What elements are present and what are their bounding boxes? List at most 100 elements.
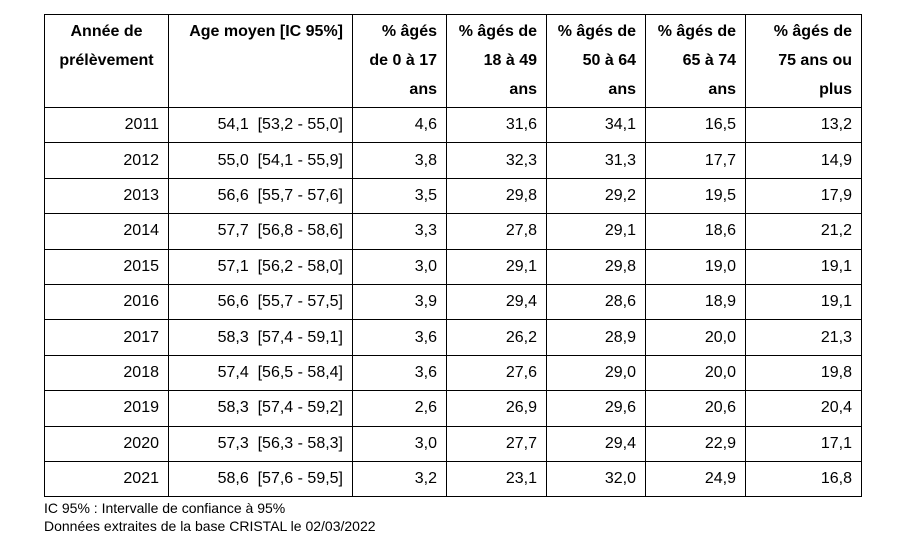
column-header: % âgés de 18 à 49 ans: [446, 14, 547, 108]
table-cell: 29,8: [546, 248, 646, 285]
table-cell: 27,8: [446, 213, 547, 250]
table-cell: 28,6: [546, 283, 646, 321]
table-cell: 2012: [44, 142, 169, 179]
table-row: 2017 58,3 [57,4 - 59,1] 3,6 26,2 28,9 20,0 21,…: [44, 319, 862, 356]
table-cell: 20,0: [645, 354, 746, 392]
table-cell: 19,0: [645, 248, 746, 285]
table-cell: 57,1 [56,2 - 58,0]: [168, 248, 353, 285]
table-cell: 3,3: [352, 213, 447, 250]
table-cell: 58,3 [57,4 - 59,2]: [168, 390, 353, 427]
table-cell: 20,0: [645, 319, 746, 356]
column-header: % âgés de 75 ans ou plus: [745, 14, 862, 108]
table-cell: 21,3: [745, 319, 862, 356]
table-cell: 31,6: [446, 106, 547, 144]
table-cell: 28,9: [546, 319, 646, 356]
table-cell: 57,4 [56,5 - 58,4]: [168, 354, 353, 392]
footnote: Données extraites de la base CRISTAL le …: [44, 518, 376, 534]
table-cell: 29,0: [546, 354, 646, 392]
table-cell: 22,9: [645, 425, 746, 462]
table-cell: 58,3 [57,4 - 59,1]: [168, 319, 353, 356]
table-cell: 32,0: [546, 460, 646, 498]
footnote: IC 95% : Intervalle de confiance à 95%: [44, 500, 286, 516]
table-cell: 55,0 [54,1 - 55,9]: [168, 142, 353, 179]
table-cell: 2020: [44, 425, 169, 462]
table-row: 2013 56,6 [55,7 - 57,6] 3,5 29,8 29,2 19,5 17,…: [44, 177, 862, 215]
table-cell: 18,9: [645, 283, 746, 321]
table-cell: 29,4: [546, 425, 646, 462]
table-cell: 2018: [44, 354, 169, 392]
table-cell: 26,9: [446, 390, 547, 427]
column-header: Année de prélèvement: [44, 14, 169, 108]
table-cell: 2019: [44, 390, 169, 427]
table-cell: 29,1: [546, 213, 646, 250]
table-cell: 2,6: [352, 390, 447, 427]
column-header: % âgés de 50 à 64 ans: [546, 14, 646, 108]
table-row: 2019 58,3 [57,4 - 59,2] 2,6 26,9 29,6 20,6 20,…: [44, 390, 862, 427]
column-header: Age moyen [IC 95%]: [168, 14, 353, 108]
table-cell: 56,6 [55,7 - 57,5]: [168, 283, 353, 321]
table-cell: 29,4: [446, 283, 547, 321]
table-cell: 2014: [44, 213, 169, 250]
table-cell: 13,2: [745, 106, 862, 144]
table-cell: 3,0: [352, 248, 447, 285]
table-cell: 2017: [44, 319, 169, 356]
table-cell: 20,6: [645, 390, 746, 427]
table-cell: 27,6: [446, 354, 547, 392]
table-cell: 17,9: [745, 177, 862, 215]
table-cell: 3,0: [352, 425, 447, 462]
table-cell: 2021: [44, 460, 169, 498]
table-cell: 29,2: [546, 177, 646, 215]
table-cell: 2011: [44, 106, 169, 144]
table-row: 2015 57,1 [56,2 - 58,0] 3,0 29,1 29,8 19,0 19,…: [44, 248, 862, 285]
table-cell: 19,8: [745, 354, 862, 392]
table-cell: 34,1: [546, 106, 646, 144]
header-row: Année de prélèvement Age moyen [IC 95%]% …: [44, 14, 862, 108]
table-cell: 16,8: [745, 460, 862, 498]
table-cell: 3,5: [352, 177, 447, 215]
table-row: 2014 57,7 [56,8 - 58,6] 3,3 27,8 29,1 18,6 21,…: [44, 213, 862, 250]
table-wrap: Année de prélèvement Age moyen [IC 95%]% …: [44, 14, 862, 498]
table-cell: 20,4: [745, 390, 862, 427]
table-cell: 54,1 [53,2 - 55,0]: [168, 106, 353, 144]
table-cell: 58,6 [57,6 - 59,5]: [168, 460, 353, 498]
table-cell: 31,3: [546, 142, 646, 179]
table-cell: 26,2: [446, 319, 547, 356]
table-row: 2021 58,6 [57,6 - 59,5] 3,2 23,1 32,0 24,9 16,…: [44, 460, 862, 498]
table-cell: 17,1: [745, 425, 862, 462]
table-cell: 19,1: [745, 248, 862, 285]
data-table: Année de prélèvement Age moyen [IC 95%]% …: [44, 14, 862, 498]
footnotes: IC 95% : Intervalle de confiance à 95% Do…: [44, 499, 376, 535]
table-cell: 17,7: [645, 142, 746, 179]
table-cell: 3,8: [352, 142, 447, 179]
table-cell: 29,6: [546, 390, 646, 427]
table-row: 2018 57,4 [56,5 - 58,4] 3,6 27,6 29,0 20,0 19,…: [44, 354, 862, 392]
table-cell: 21,2: [745, 213, 862, 250]
table-cell: 56,6 [55,7 - 57,6]: [168, 177, 353, 215]
table-cell: 29,8: [446, 177, 547, 215]
table-row: 2011 54,1 [53,2 - 55,0] 4,6 31,6 34,1 16,5 13,…: [44, 106, 862, 144]
table-cell: 57,7 [56,8 - 58,6]: [168, 213, 353, 250]
table-row: 2020 57,3 [56,3 - 58,3] 3,0 27,7 29,4 22,9 17,…: [44, 425, 862, 462]
table-cell: 24,9: [645, 460, 746, 498]
table-cell: 14,9: [745, 142, 862, 179]
table-cell: 3,9: [352, 283, 447, 321]
table-cell: 2013: [44, 177, 169, 215]
table-cell: 3,2: [352, 460, 447, 498]
column-header: % âgés de 65 à 74 ans: [645, 14, 746, 108]
table-row: 2012 55,0 [54,1 - 55,9] 3,8 32,3 31,3 17,7 14,…: [44, 142, 862, 179]
table-cell: 2016: [44, 283, 169, 321]
table-cell: 23,1: [446, 460, 547, 498]
table-cell: 18,6: [645, 213, 746, 250]
table-cell: 4,6: [352, 106, 447, 144]
table-cell: 57,3 [56,3 - 58,3]: [168, 425, 353, 462]
table-cell: 3,6: [352, 354, 447, 392]
table-cell: 2015: [44, 248, 169, 285]
table-cell: 19,5: [645, 177, 746, 215]
table-body: 2011 54,1 [53,2 - 55,0] 4,6 31,6 34,1 16,5 13,…: [44, 106, 862, 498]
table-row: 2016 56,6 [55,7 - 57,5] 3,9 29,4 28,6 18,9 19,…: [44, 283, 862, 321]
table-cell: 16,5: [645, 106, 746, 144]
table-cell: 19,1: [745, 283, 862, 321]
table-cell: 32,3: [446, 142, 547, 179]
column-header: % âgés de 0 à 17 ans: [352, 14, 447, 108]
table-cell: 29,1: [446, 248, 547, 285]
